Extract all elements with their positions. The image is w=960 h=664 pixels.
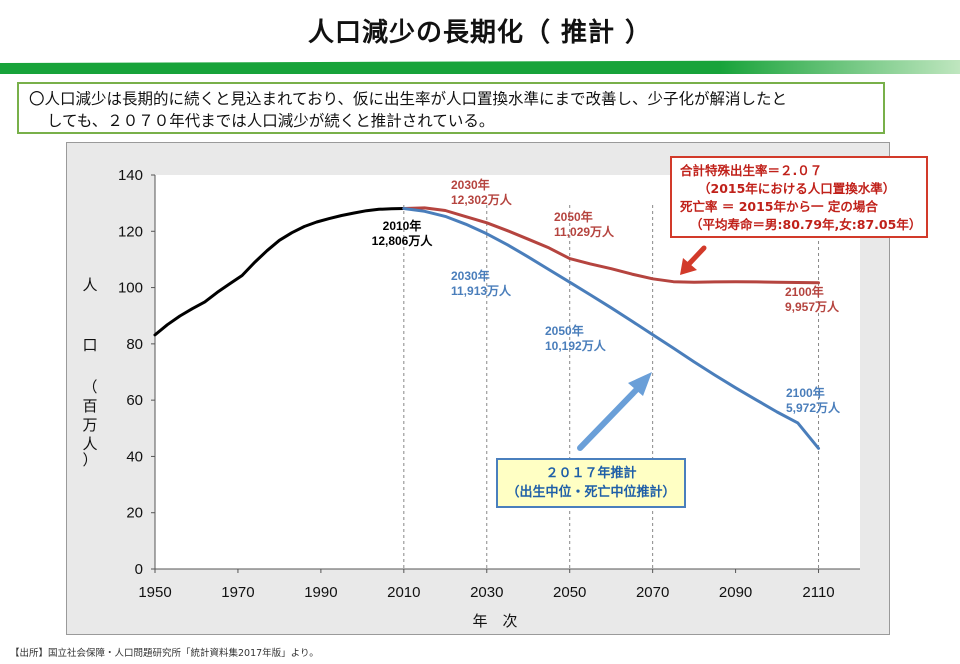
note-yellow-line-1: ２０１７年推計	[545, 466, 637, 481]
data-label-value: 11,913万人	[451, 283, 512, 298]
x-tick-label: 2050	[553, 584, 586, 601]
y-tick-label: 140	[118, 167, 143, 184]
page-title: 人口減少の長期化（ 推計 ）	[307, 18, 653, 48]
x-tick-label: 1970	[221, 584, 254, 601]
note-red-line-3: 死亡率 ＝ 2015年から一 定の場合	[680, 199, 878, 214]
y-tick-label: 20	[126, 505, 143, 522]
data-label-year: 2050年	[554, 209, 593, 224]
y-tick-label: 60	[126, 392, 143, 409]
y-axis-label-char: （	[82, 378, 97, 396]
projection-note: ２０１７年推計 （出生中位・死亡中位推計）	[496, 458, 686, 508]
y-tick-label: 120	[118, 223, 143, 240]
data-label-value: 10,192万人	[545, 338, 607, 353]
replacement-scenario-note: 合計特殊出生率＝２.０７ （2015年における人口置換水準） 死亡率 ＝ 201…	[670, 156, 928, 238]
data-label-year: 2100年	[786, 385, 825, 400]
data-label-year: 2050年	[545, 323, 584, 338]
y-axis-label-char: 人	[82, 435, 97, 453]
y-axis-label-char: 人	[82, 276, 97, 294]
data-label-year: 2010年	[383, 218, 422, 233]
note-red-line-2: （2015年における人口置換水準）	[698, 181, 896, 196]
y-axis-label-char: 口	[82, 336, 97, 354]
x-tick-label: 2070	[636, 584, 669, 601]
y-tick-label: 0	[135, 561, 143, 578]
y-axis-label-char: ）	[82, 451, 97, 469]
y-tick-label: 80	[126, 336, 143, 353]
summary-box: 〇人口減少は長期的に続くと見込まれており、仮に出生率が人口置換水準にまで改善し、…	[17, 82, 885, 134]
x-axis-label: 年 次	[472, 612, 517, 630]
data-label-year: 2030年	[451, 177, 490, 192]
x-tick-label: 2010	[387, 584, 420, 601]
x-tick-label: 1990	[304, 584, 337, 601]
x-tick-label: 2090	[719, 584, 752, 601]
data-label-value: 9,957万人	[785, 299, 840, 314]
y-tick-label: 40	[126, 448, 143, 465]
blue-arrow-icon	[577, 372, 652, 451]
summary-line-2: しても、２０７０年代までは人口減少が続くと推計されている。	[47, 112, 495, 130]
note-red-line-4: （平均寿命＝男:80.79年,女:87.05年）	[690, 217, 922, 232]
y-axis-label-char: 万	[82, 416, 97, 434]
y-tick-label: 100	[118, 280, 143, 297]
data-label-value: 11,029万人	[554, 224, 615, 239]
x-tick-label: 2110	[802, 584, 834, 601]
note-yellow-line-2: （出生中位・死亡中位推計）	[506, 485, 676, 500]
data-label-value: 12,806万人	[372, 233, 434, 248]
summary-line-1: 〇人口減少は長期的に続くと見込まれており、仮に出生率が人口置換水準にまで改善し、…	[29, 90, 787, 108]
data-label-value: 12,302万人	[451, 192, 513, 207]
red-arrow-icon	[680, 245, 707, 275]
note-red-line-1: 合計特殊出生率＝２.０７	[680, 163, 823, 178]
source-footer: 【出所】国立社会保障・人口問題研究所「統計資料集2017年版」より。	[10, 648, 319, 659]
y-axis-label-char: 百	[82, 397, 97, 415]
data-label-value: 5,972万人	[786, 400, 841, 415]
data-label-year: 2030年	[451, 268, 490, 283]
x-tick-label: 2030	[470, 584, 503, 601]
data-label-year: 2100年	[785, 284, 824, 299]
title-underline	[0, 60, 960, 74]
x-tick-label: 1950	[138, 584, 171, 601]
